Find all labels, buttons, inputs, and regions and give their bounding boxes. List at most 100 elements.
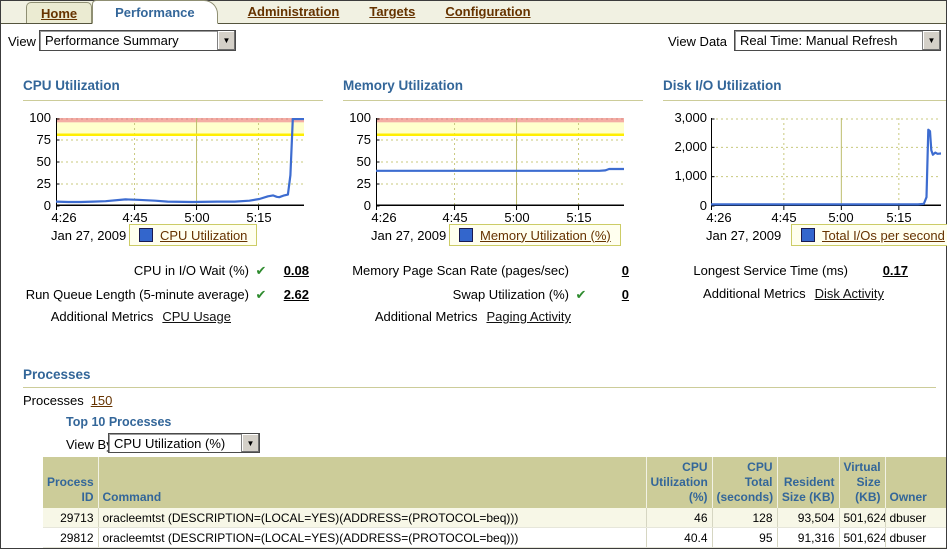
- col-header-cpu-utilization: CPU Utilization (%): [645, 457, 712, 508]
- memory-chart-legend: Memory Utilization (%): [449, 224, 621, 246]
- col-header-cpu-total: CPU Total (seconds): [711, 457, 777, 508]
- x-tick: 4:26: [51, 210, 77, 225]
- swap-utilization-value-link[interactable]: 0: [621, 287, 629, 302]
- cpu-chart-legend: CPU Utilization: [129, 224, 258, 246]
- cell-process-id: 29812: [43, 527, 98, 548]
- y-tick: 50: [36, 154, 51, 169]
- table-row: 29812 oracleemtst (DESCRIPTION=(LOCAL=YE…: [43, 527, 946, 548]
- x-tick: 4:26: [706, 210, 732, 225]
- x-tick: 5:15: [886, 210, 912, 225]
- y-tick: 75: [36, 132, 51, 147]
- cell-owner: dbuser: [884, 508, 946, 528]
- check-icon: ✔: [255, 262, 267, 278]
- total-ios-legend-link[interactable]: Total I/Os per second: [822, 227, 945, 243]
- cell-cpu-total: 95: [711, 527, 777, 548]
- processes-section: Processes Processes 150 Top 10 Processes…: [23, 367, 946, 549]
- view-label: View: [8, 34, 36, 49]
- disk-io-utilization-panel: Disk I/O Utilization 3,000 2,000 1,000 0…: [663, 78, 947, 346]
- view-select-value: Performance Summary: [45, 33, 179, 48]
- cell-cpu-utilization: 40.4: [645, 527, 712, 548]
- cell-resident-size: 93,504: [776, 508, 839, 528]
- chart-date-label: Jan 27, 2009: [706, 228, 782, 243]
- memory-panel-title: Memory Utilization: [343, 78, 643, 101]
- y-tick: 2,000: [674, 139, 707, 154]
- chevron-down-icon[interactable]: ▼: [217, 31, 235, 50]
- additional-metrics-row: Additional Metrics Paging Activity: [343, 309, 571, 324]
- chevron-down-icon[interactable]: ▼: [241, 434, 259, 452]
- run-queue-length-value-link[interactable]: 2.62: [283, 287, 309, 302]
- cell-cpu-total: 128: [711, 508, 777, 528]
- x-tick: 5:15: [566, 210, 592, 225]
- chart-date-label: Jan 27, 2009: [371, 228, 447, 243]
- processes-count-label: Processes: [23, 393, 84, 408]
- metric-row: Run Queue Length (5-minute average) ✔ 2.…: [23, 286, 309, 303]
- col-header-resident-size: Resident Size (KB): [776, 457, 839, 508]
- metric-label: Swap Utilization (%): [452, 287, 569, 302]
- cpu-panel-title: CPU Utilization: [23, 78, 323, 101]
- col-header-process-id: Process ID: [43, 457, 98, 508]
- metric-row: Memory Page Scan Rate (pages/sec) 0: [343, 262, 629, 279]
- longest-service-time-value-link[interactable]: 0.17: [882, 263, 908, 278]
- view-data-select-value: Real Time: Manual Refresh: [740, 33, 898, 48]
- y-tick: 0: [699, 198, 707, 213]
- cell-command: oracleemtst (DESCRIPTION=(LOCAL=YES)(ADD…: [97, 527, 646, 548]
- cell-virtual-size: 501,624: [838, 508, 885, 528]
- check-icon: ✔: [255, 286, 267, 302]
- cell-owner: dbuser: [884, 527, 946, 548]
- memory-page-scan-rate-value-link[interactable]: 0: [621, 263, 629, 278]
- view-data-select[interactable]: Real Time: Manual Refresh ▼: [734, 30, 941, 51]
- cpu-utilization-legend-link[interactable]: CPU Utilization: [160, 227, 248, 243]
- memory-utilization-legend-link[interactable]: Memory Utilization (%): [480, 227, 611, 243]
- paging-activity-link[interactable]: Paging Activity: [486, 309, 571, 324]
- y-tick: 1,000: [674, 168, 707, 183]
- cpu-utilization-panel: CPU Utilization 100 75 50 25 0 4:26 4:45…: [23, 78, 323, 346]
- tab-performance[interactable]: Performance: [92, 0, 218, 24]
- metric-label: Run Queue Length (5-minute average): [25, 287, 249, 302]
- x-tick: 4:26: [371, 210, 397, 225]
- metric-row: Swap Utilization (%) ✔ 0: [343, 286, 629, 303]
- cell-resident-size: 91,316: [776, 527, 839, 548]
- y-tick: 100: [349, 110, 371, 125]
- x-tick: 5:00: [504, 210, 530, 225]
- cpu-usage-link[interactable]: CPU Usage: [162, 309, 231, 324]
- col-header-command: Command: [97, 457, 646, 508]
- cpu-io-wait-value-link[interactable]: 0.08: [283, 263, 309, 278]
- tab-bar: Home Performance Administration Targets …: [1, 0, 946, 24]
- tab-home[interactable]: Home: [26, 2, 93, 23]
- y-tick: 3,000: [674, 110, 707, 125]
- cell-virtual-size: 501,624: [838, 527, 885, 548]
- cell-process-id: 29713: [43, 508, 98, 528]
- additional-metrics-label: Additional Metrics: [374, 309, 478, 324]
- disk-activity-link[interactable]: Disk Activity: [814, 286, 884, 301]
- disk-panel-title: Disk I/O Utilization: [663, 78, 946, 101]
- view-by-label: View By: [66, 437, 113, 452]
- x-tick: 4:45: [442, 210, 468, 225]
- top10-processes-table: Process ID Command CPU Utilization (%) C…: [43, 457, 946, 548]
- y-tick: 0: [363, 198, 371, 213]
- view-by-select[interactable]: CPU Utilization (%) ▼: [108, 433, 260, 453]
- metric-row: CPU in I/O Wait (%) ✔ 0.08: [23, 262, 309, 279]
- processes-heading: Processes: [23, 367, 936, 388]
- tab-configuration[interactable]: Configuration: [445, 4, 531, 19]
- y-tick: 50: [356, 154, 371, 169]
- processes-count-link[interactable]: 150: [90, 393, 113, 408]
- additional-metrics-row: Additional Metrics CPU Usage: [23, 309, 231, 324]
- view-select[interactable]: Performance Summary ▼: [39, 30, 236, 51]
- metric-label: Memory Page Scan Rate (pages/sec): [352, 263, 569, 278]
- col-header-owner: Owner: [884, 457, 946, 508]
- view-by-select-value: CPU Utilization (%): [114, 435, 226, 451]
- additional-metrics-row: Additional Metrics Disk Activity: [663, 286, 884, 301]
- x-tick: 4:45: [771, 210, 797, 225]
- disk-chart-legend: Total I/Os per second: [791, 224, 947, 246]
- metric-label: Longest Service Time (ms): [693, 263, 848, 278]
- legend-swatch-icon: [139, 228, 153, 242]
- chart-date-label: Jan 27, 2009: [51, 228, 127, 243]
- y-tick: 25: [36, 176, 51, 191]
- additional-metrics-label: Additional Metrics: [703, 286, 806, 301]
- additional-metrics-label: Additional Metrics: [50, 309, 154, 324]
- tab-targets[interactable]: Targets: [369, 4, 416, 19]
- metric-label: CPU in I/O Wait (%): [133, 263, 249, 278]
- chevron-down-icon[interactable]: ▼: [922, 31, 940, 50]
- tab-administration[interactable]: Administration: [247, 4, 340, 19]
- legend-swatch-icon: [801, 228, 815, 242]
